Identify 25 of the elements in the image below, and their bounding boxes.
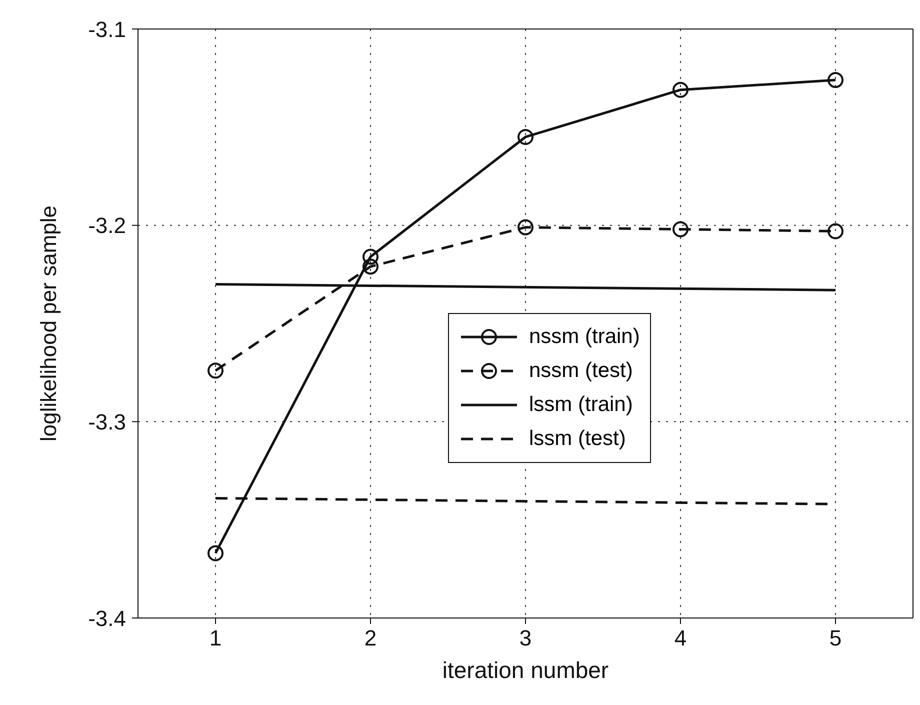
point [672,82,688,98]
x-tick-label: 1 [209,626,222,651]
x-tick-label: 2 [364,626,377,651]
point [828,223,844,240]
point [208,545,224,562]
y-axis-title: loglikelihood per sample [36,205,61,442]
point [362,248,378,265]
point [828,72,844,88]
point [208,362,224,379]
y-tick-label: -3.3 [88,409,126,434]
x-tick-label: 4 [674,626,687,651]
legend-label: lssm (train) [529,393,633,417]
x-tick-label: 3 [519,626,532,651]
legend-label: lssm (test) [529,427,626,451]
x-axis-title: iteration number [442,657,609,683]
y-tick-label: -3.2 [88,213,126,238]
y-tick-label: -3.4 [88,606,126,631]
y-tick-label: -3.1 [88,16,126,42]
point [518,128,534,145]
legend-label: nssm (test) [529,359,633,383]
x-tick-label: 5 [829,626,842,651]
point [362,258,378,275]
point [672,221,688,238]
legend-label: nssm (train) [529,325,640,349]
point [518,219,534,236]
